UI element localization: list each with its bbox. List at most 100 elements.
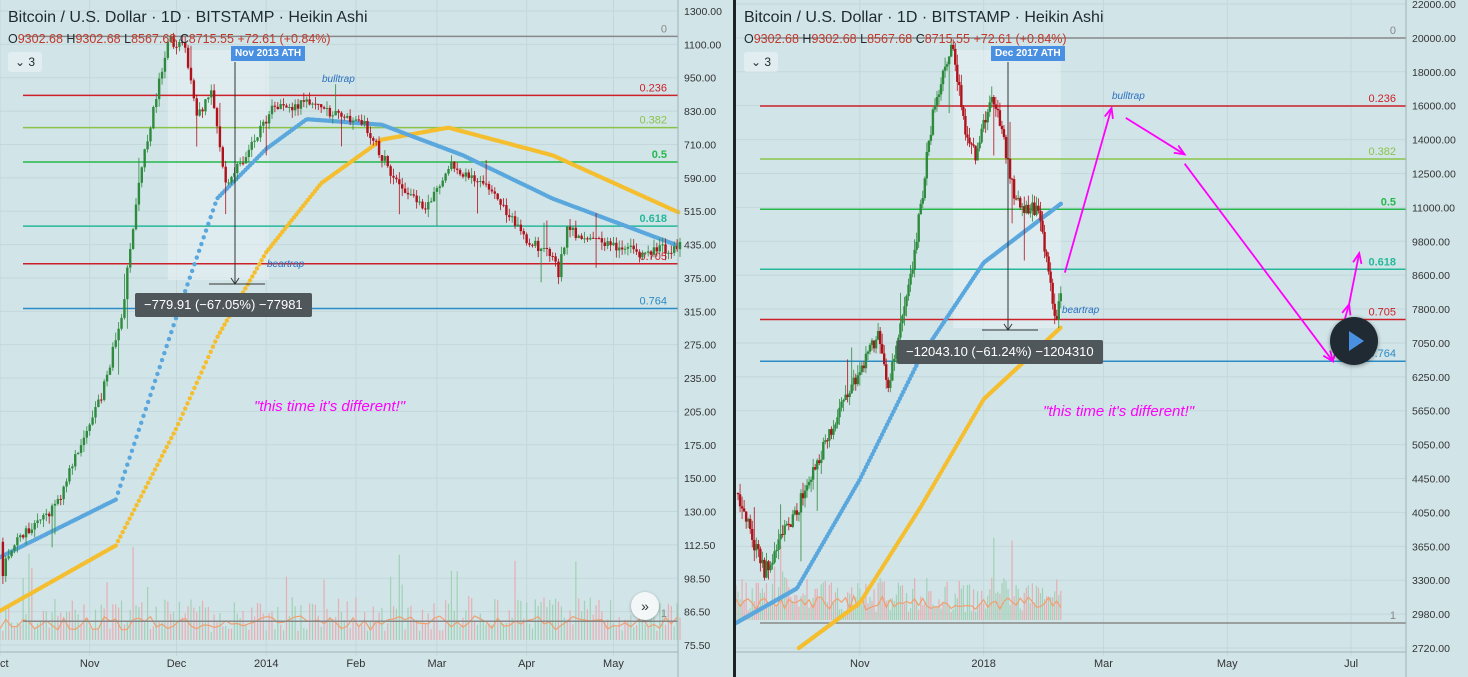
candle-body (606, 241, 609, 247)
volume-bar (468, 596, 470, 640)
ma-dot (194, 380, 199, 386)
ma-dot (129, 511, 135, 517)
price-tick-label: 3650.00 (1412, 541, 1450, 553)
candle-body (761, 559, 764, 564)
time-tick-label: Oct (0, 658, 9, 670)
candle-body (1059, 293, 1063, 302)
volume-bar (456, 571, 458, 640)
candle-body (308, 99, 311, 105)
time-tick-label: Mar (427, 658, 446, 670)
candle-body (432, 191, 436, 202)
price-tick-label: 8600.00 (1412, 270, 1450, 282)
indicators-toggle[interactable]: ⌄ 3 (744, 52, 778, 72)
candle-body (583, 238, 586, 240)
ma-dot (139, 494, 144, 499)
ma-dot (886, 419, 891, 424)
volume-bar (1060, 590, 1062, 620)
volume-bar (804, 594, 806, 620)
candle-body (880, 344, 884, 354)
candle-body (960, 85, 963, 108)
candle-body (155, 99, 158, 108)
ma-dot (194, 255, 199, 260)
candle-body (482, 181, 485, 184)
candle-body (210, 90, 213, 98)
candle-body (664, 244, 667, 254)
volume-bar (808, 607, 810, 620)
volume-bar (936, 606, 938, 620)
symbol-title[interactable]: Bitcoin / U.S. Dollar · 1D · BITSTAMP · … (8, 9, 368, 26)
candle-body (1047, 256, 1050, 272)
candle-body (554, 256, 557, 262)
chart-panel-left[interactable]: 0 0.236 0.382 0.5 0.618 0.705 0.764 1 bulltrap be… (0, 0, 733, 677)
volume-bar (239, 618, 241, 640)
price-tick-label: 205.00 (684, 406, 716, 418)
volume-bar (656, 630, 658, 640)
ma-dot (199, 370, 204, 375)
ma-dot (173, 315, 179, 321)
volume-bar (800, 596, 802, 620)
volume-bar (358, 626, 360, 640)
volume-bar (531, 628, 534, 640)
symbol-title[interactable]: Bitcoin / U.S. Dollar · 1D · BITSTAMP · … (744, 9, 1104, 26)
grid (0, 0, 678, 656)
candle-body (183, 42, 187, 48)
ma-dot (884, 422, 890, 427)
candle-body (882, 353, 886, 365)
ma-dot (129, 448, 135, 453)
volume-bar (820, 584, 822, 620)
volume-bar (97, 629, 99, 640)
volume-bar (1005, 581, 1007, 620)
candle-body (137, 182, 141, 205)
volume-bar (1050, 596, 1052, 620)
candle-body (838, 407, 841, 418)
ma-dot (141, 413, 146, 419)
candle-body (870, 340, 874, 345)
volume-bar (964, 611, 966, 620)
ma-dot (892, 406, 898, 411)
candle-body (270, 105, 274, 115)
ma-dot (127, 516, 132, 521)
volume-bar (421, 609, 424, 640)
candle-body (13, 545, 16, 551)
ohlc-change: +72.61 (+0.84%) (973, 32, 1067, 46)
ma-dot (196, 375, 202, 380)
ma-dot (185, 401, 190, 406)
indicators-toggle[interactable]: ⌄ 3 (8, 52, 42, 72)
play-button[interactable] (1330, 317, 1378, 365)
volume-bar (1052, 597, 1054, 620)
volume-bar (552, 604, 554, 640)
candle-body (901, 315, 904, 324)
chart-panel-right[interactable]: 0 0.236 0.382 0.5 0.618 0.705 0.764 1 bulltrap be… (736, 0, 1468, 677)
chart-canvas[interactable]: 00.2360.3820.50.6180.7050.7641bulltrapbe… (0, 0, 733, 677)
scroll-to-realtime-button[interactable]: » (631, 592, 659, 620)
candle-body (395, 177, 398, 180)
volume-bar (251, 607, 253, 640)
volume-bar (920, 596, 922, 620)
candle-body (534, 240, 537, 246)
price-tick-label: 375.00 (684, 273, 716, 285)
candle-body (224, 166, 227, 183)
candle-body (976, 148, 979, 161)
candle-body (889, 380, 892, 388)
ma-dot (243, 286, 248, 291)
volume-bar (743, 601, 745, 620)
annotation-quote: "this time it's different!" (254, 398, 406, 415)
price-tick-label: 830.00 (684, 106, 716, 118)
fib-level-label: 0 (661, 23, 667, 35)
price-tick-label: 9800.00 (1412, 236, 1450, 248)
candle-body (809, 479, 813, 482)
volume-bar (867, 603, 869, 620)
ma-dot (904, 383, 909, 388)
candle-body (178, 42, 181, 47)
volume-bar (462, 617, 464, 640)
candle-body (563, 247, 566, 255)
volume-bar (569, 610, 571, 640)
candle-body (1035, 205, 1038, 215)
volume-bar (164, 599, 166, 640)
time-tick-label: Nov (80, 658, 100, 670)
volume-bar (627, 619, 629, 640)
candle-body (972, 144, 975, 146)
volume-bar (922, 605, 924, 620)
candle-body (129, 249, 132, 268)
ma-dot (261, 254, 267, 259)
